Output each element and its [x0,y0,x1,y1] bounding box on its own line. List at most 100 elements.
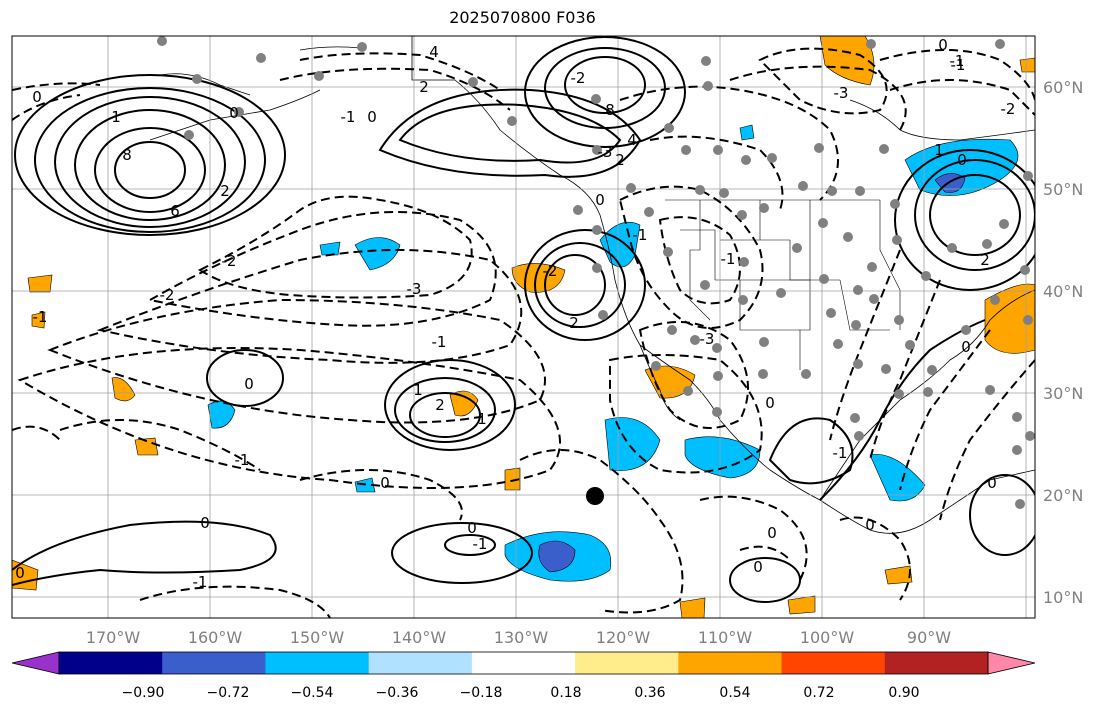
contour-label: 0 [595,191,605,209]
contour-labels: 4 2 0 -1 8 6 2 -2 -3 -2 -1 0 1 2 4 8 -3 … [15,36,1015,591]
colorbar-segment [59,652,163,674]
contour-label: -1 [473,535,488,553]
storm-marker [586,487,604,505]
contour-label: 1 [413,381,423,399]
fill-blue-small2 [739,124,755,141]
contour-label: 0 [467,519,477,537]
contour-label: -1 [951,56,966,74]
colorbar-tick-label: 0.72 [803,685,834,701]
fill-orange-pac1 [449,390,479,417]
colorbar-outline [58,651,989,675]
contour-label: -1 [721,250,736,268]
colorbar-segment [11,651,60,675]
map-background [12,36,1035,618]
colorbar-tick-label: 0.18 [550,685,581,701]
fill-blue-mex1 [604,417,661,471]
colorbar-segment [678,652,783,674]
fill-orange-s3 [679,597,706,618]
fill-deepblue-south [538,540,576,573]
contour-label: 0 [229,104,239,122]
contour-label: 0 [865,516,875,534]
contour-label: -3 [598,143,613,161]
contour-label: 2 [980,251,990,269]
lon-label: 160°W [188,628,243,647]
contour-label: 4 [429,43,439,61]
colorbar-tick-label: 0.36 [634,685,665,701]
lon-label: 150°W [290,628,345,647]
fill-orange-pac5 [31,311,46,329]
contour-label: 0 [244,375,254,393]
contour-label: 0 [938,36,948,54]
colorbar-segment [368,652,473,674]
contour-label: 2 [569,314,579,332]
fill-blue-pac1 [354,237,401,271]
contour-label: 0 [32,88,42,106]
lat-label: 10°N [1043,588,1083,607]
lon-label: 120°W [596,628,651,647]
lon-axis: 170°W 160°W 150°W 140°W 130°W 120°W 110°… [86,628,951,647]
colorbar-tick-label: 0.54 [719,685,750,701]
contour-label: -3 [407,280,422,298]
contour-label: 0 [380,474,390,492]
contour-label: 0 [987,474,997,492]
contour-label: -1 [432,333,447,351]
contour-label: 0 [15,564,25,582]
contour-label: 0 [765,394,775,412]
contour-label: 6 [170,202,180,220]
colorbar-segment [471,652,576,674]
fill-blue-gulf [869,454,926,502]
fill-blue-pac2 [319,241,341,256]
contour-label: -2 [543,262,558,280]
contour-label: 0 [767,524,777,542]
map-title: 2025070800 F036 [449,8,596,27]
lat-label: 60°N [1043,78,1083,97]
contour-label: 8 [122,146,132,164]
colorbar [11,651,1036,675]
contour-label: 1 [934,141,944,159]
contour-label: -1 [235,451,250,469]
contour-label: 0 [367,108,377,126]
colorbar-segment [575,652,679,674]
contour-label: -2 [222,252,237,270]
contour-label: 4 [627,131,637,149]
colorbar-segment [987,651,1036,675]
lat-label: 30°N [1043,384,1083,403]
contour-label: -3 [700,330,715,348]
contour-label: 0 [200,514,210,532]
lon-label: 90°W [907,628,951,647]
colorbar-tick-label: −0.72 [207,685,250,701]
contour-label: 0 [957,151,967,169]
contour-label: -1 [633,226,648,244]
fill-orange-s1 [884,565,913,585]
contour-label: -1 [33,308,48,326]
lon-label: 100°W [800,628,855,647]
contour-label: -1 [833,444,848,462]
lat-label: 40°N [1043,282,1083,301]
lat-axis: 60°N 50°N 40°N 30°N 20°N 10°N [1043,78,1083,607]
lon-label: 140°W [392,628,447,647]
lon-label: 110°W [698,628,753,647]
lon-label: 170°W [86,628,141,647]
contour-label: -1 [193,573,208,591]
colorbar-tick-label: −0.90 [122,685,165,701]
contour-label: 0 [961,338,971,356]
colorbar-tick-label: −0.36 [376,685,419,701]
contour-label: 1 [477,410,487,428]
contour-label: -2 [160,286,175,304]
contour-label: 8 [605,101,615,119]
dashed-contours [12,47,1035,618]
contour-label: 0 [753,558,763,576]
contour-label: 1 [111,108,121,126]
contour-label: -2 [571,69,586,87]
contour-label: 2 [615,151,625,169]
colorbar-segment [162,652,266,674]
lat-label: 20°N [1043,486,1083,505]
contour-label: -2 [1001,100,1016,118]
colorbar-tick-label: −0.54 [291,685,334,701]
colorbar-tick-label: −0.18 [460,685,503,701]
contour-label: -3 [834,84,849,102]
colorbar-segment [884,652,989,674]
contour-label: -1 [950,52,965,70]
map-border [11,35,1036,619]
